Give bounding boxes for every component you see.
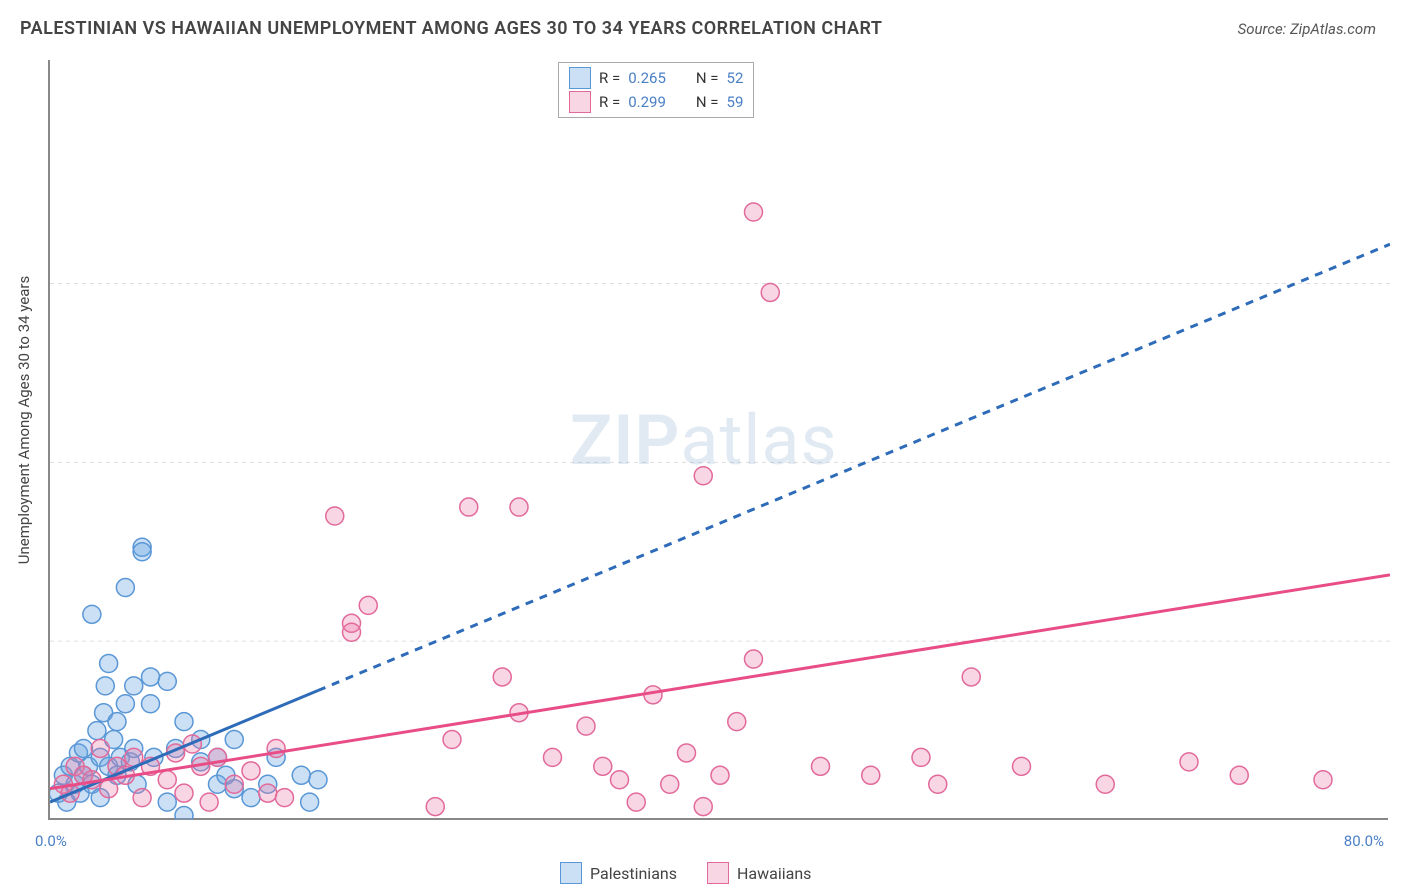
scatter-point <box>142 695 160 713</box>
x-max-label: 80.0% <box>1344 832 1384 850</box>
scatter-point <box>158 793 176 811</box>
n-value: 59 <box>727 93 744 111</box>
scatter-point <box>594 757 612 775</box>
scatter-point <box>862 766 880 784</box>
n-label: N = <box>696 93 719 111</box>
legend-stats: R = 0.265 N = 52 R = 0.299 N = 59 <box>558 62 754 118</box>
scatter-point <box>694 798 712 816</box>
scatter-point <box>301 793 319 811</box>
legend-swatch <box>569 91 591 113</box>
scatter-point <box>1180 753 1198 771</box>
legend-label: Hawaiians <box>737 864 811 883</box>
scatter-point <box>343 623 361 641</box>
scatter-point <box>1230 766 1248 784</box>
scatter-point <box>1314 771 1332 789</box>
scatter-point <box>661 775 679 793</box>
n-label: N = <box>696 69 719 87</box>
x-origin-label: 0.0% <box>35 832 67 850</box>
scatter-point <box>225 731 243 749</box>
scatter-point <box>175 807 193 820</box>
scatter-point <box>812 757 830 775</box>
legend-series: Palestinians Hawaiians <box>560 862 811 884</box>
scatter-point <box>125 677 143 695</box>
legend-item: Palestinians <box>560 862 677 884</box>
scatter-point <box>158 771 176 789</box>
chart-title: PALESTINIAN VS HAWAIIAN UNEMPLOYMENT AMO… <box>20 18 882 39</box>
scatter-point <box>158 672 176 690</box>
scatter-point <box>108 713 126 731</box>
scatter-point <box>242 789 260 807</box>
legend-swatch <box>569 67 591 89</box>
scatter-point <box>100 655 118 673</box>
scatter-point <box>175 784 193 802</box>
scatter-point <box>83 605 101 623</box>
r-value: 0.299 <box>628 93 666 111</box>
legend-swatch <box>707 862 729 884</box>
scatter-point <box>493 668 511 686</box>
scatter-point <box>745 650 763 668</box>
scatter-point <box>225 775 243 793</box>
scatter-point <box>745 203 763 221</box>
scatter-point <box>577 717 595 735</box>
scatter-point <box>611 771 629 789</box>
source-text: Source: ZipAtlas.com <box>1238 20 1376 38</box>
scatter-point <box>510 498 528 516</box>
scatter-point <box>426 798 444 816</box>
scatter-point <box>75 739 93 757</box>
scatter-point <box>259 784 277 802</box>
scatter-point <box>88 722 106 740</box>
r-value: 0.265 <box>628 69 666 87</box>
scatter-point <box>326 507 344 525</box>
scatter-point <box>443 731 461 749</box>
scatter-point <box>544 748 562 766</box>
scatter-point <box>200 793 218 811</box>
legend-item: Hawaiians <box>707 862 811 884</box>
scatter-point <box>175 713 193 731</box>
scatter-point <box>142 668 160 686</box>
y-axis-label: Unemployment Among Ages 30 to 34 years <box>15 276 33 564</box>
scatter-point <box>133 543 151 561</box>
scatter-point <box>711 766 729 784</box>
n-value: 52 <box>727 69 744 87</box>
scatter-point <box>962 668 980 686</box>
scatter-point <box>929 775 947 793</box>
scatter-point <box>292 766 310 784</box>
scatter-point <box>276 789 294 807</box>
plot-area: 20.0%40.0%60.0%80.0% <box>48 60 1388 820</box>
scatter-point <box>133 789 151 807</box>
r-label: R = <box>599 69 620 87</box>
scatter-point <box>91 739 109 757</box>
scatter-point <box>694 467 712 485</box>
scatter-point <box>627 793 645 811</box>
scatter-point <box>359 596 377 614</box>
legend-stats-row: R = 0.299 N = 59 <box>569 91 743 113</box>
scatter-point <box>116 695 134 713</box>
scatter-point <box>96 677 114 695</box>
scatter-point <box>678 744 696 762</box>
scatter-point <box>242 762 260 780</box>
scatter-point <box>1013 757 1031 775</box>
scatter-point <box>1096 775 1114 793</box>
trend-line-dashed <box>318 244 1390 690</box>
scatter-svg <box>50 60 1390 820</box>
legend-stats-row: R = 0.265 N = 52 <box>569 67 743 89</box>
scatter-point <box>912 748 930 766</box>
legend-label: Palestinians <box>590 864 677 883</box>
legend-swatch <box>560 862 582 884</box>
scatter-point <box>728 713 746 731</box>
r-label: R = <box>599 93 620 111</box>
scatter-point <box>100 780 118 798</box>
scatter-point <box>761 283 779 301</box>
scatter-point <box>309 771 327 789</box>
scatter-point <box>460 498 478 516</box>
scatter-point <box>116 579 134 597</box>
